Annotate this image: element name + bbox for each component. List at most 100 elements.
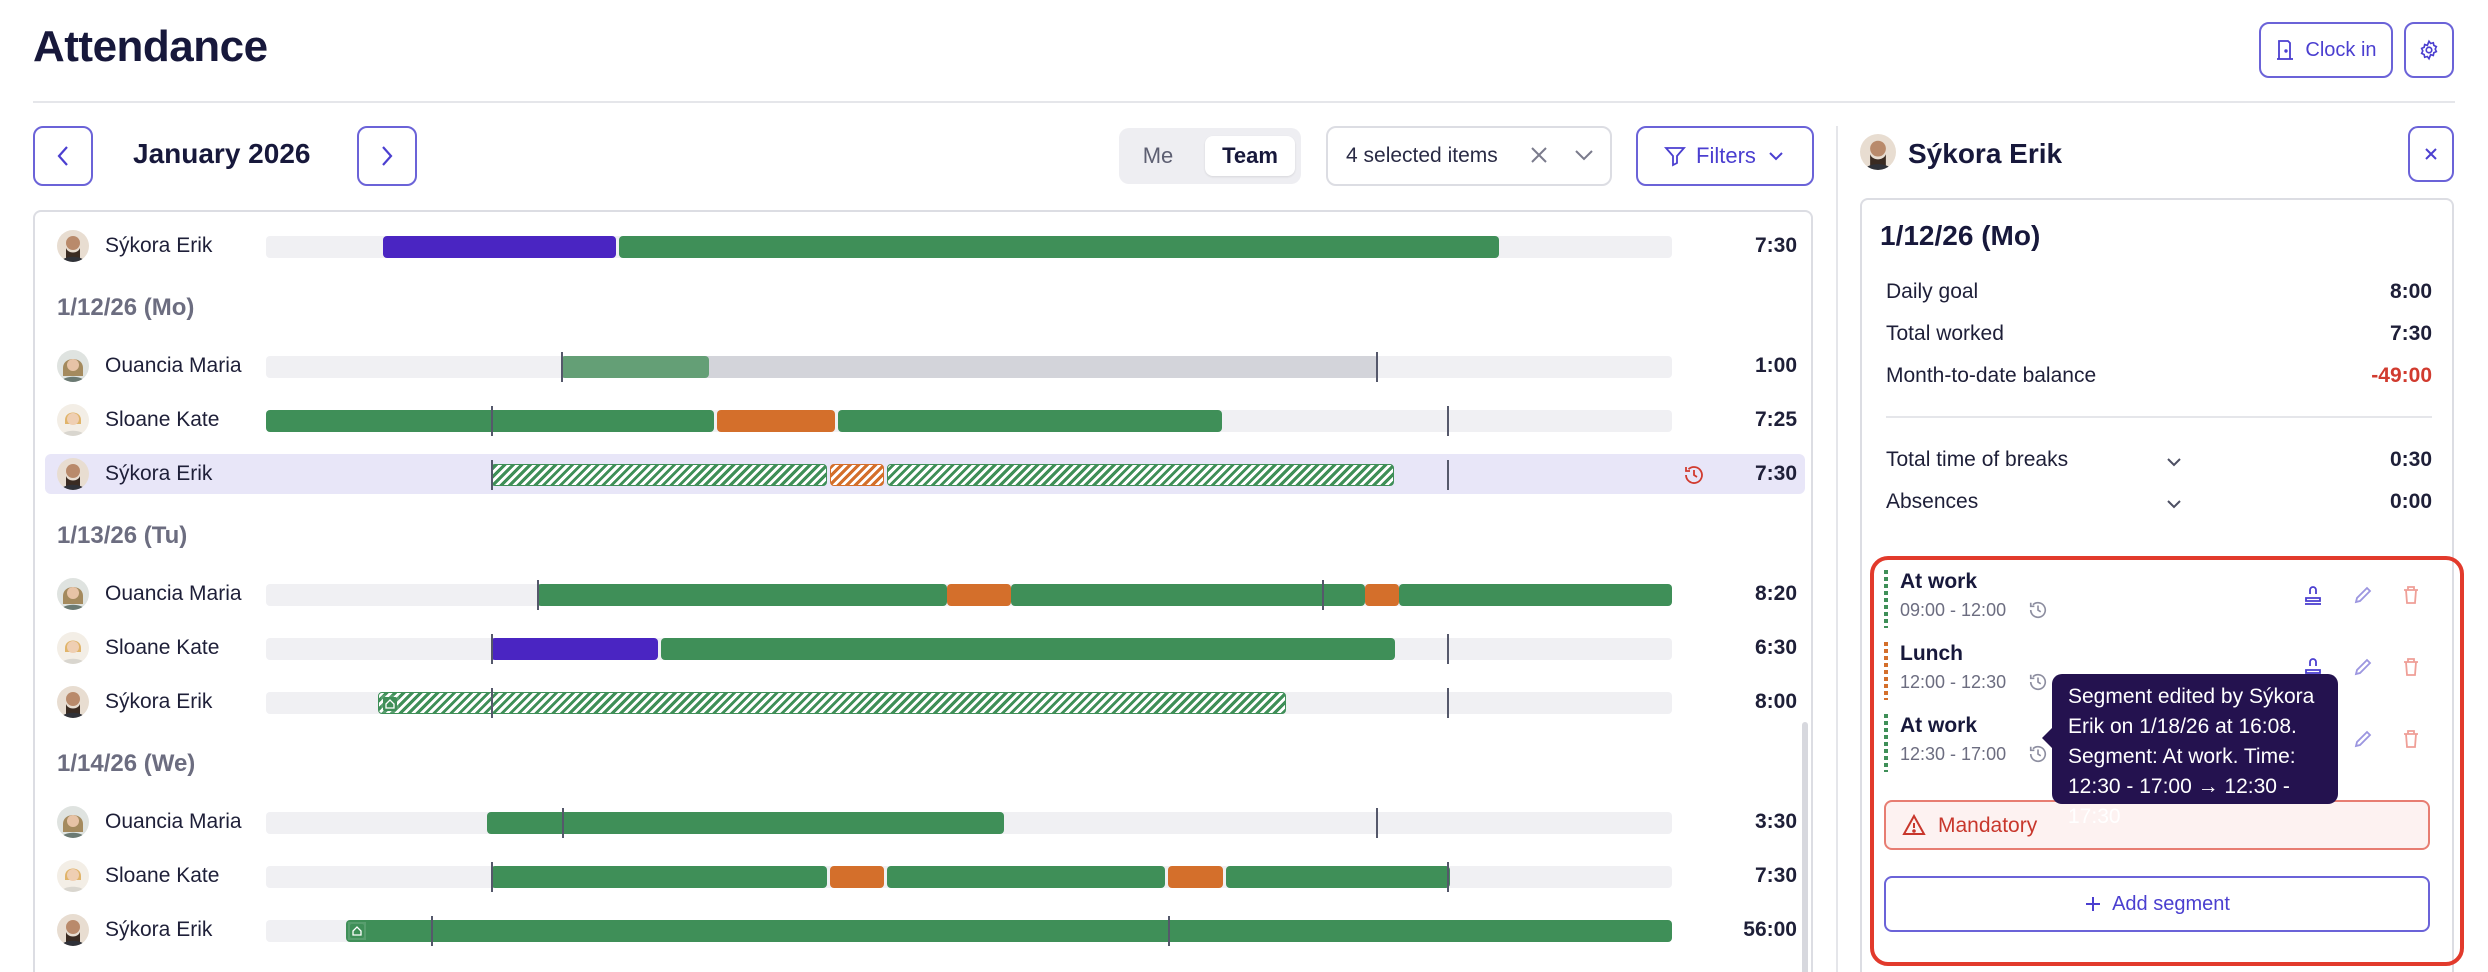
- chevron-left-icon: [57, 146, 68, 166]
- filters-button[interactable]: Filters: [1636, 126, 1814, 186]
- close-panel-button[interactable]: [2408, 126, 2454, 182]
- history-icon[interactable]: [2028, 672, 2048, 697]
- employee-name: Sloane Kate: [105, 864, 220, 887]
- segment-stripe: [1884, 570, 1888, 628]
- toggle-me[interactable]: Me: [1142, 143, 1174, 168]
- table-row[interactable]: Sloane Kate 7:30: [35, 856, 1811, 896]
- planned-segment[interactable]: [561, 356, 1378, 378]
- row-total: 6:30: [1754, 636, 1797, 659]
- tooltip-text: Segment edited by Sýkora Erik on 1/18/26…: [2068, 685, 2315, 828]
- chevron-down-icon[interactable]: [1572, 142, 1596, 173]
- shift-marker: [1447, 688, 1449, 718]
- add-segment-button[interactable]: Add segment: [1884, 876, 2430, 932]
- stat-label: Month-to-date balance: [1886, 364, 2097, 387]
- stat-absences[interactable]: Absences 0:00: [1886, 490, 2432, 520]
- home-office-segment[interactable]: [378, 692, 1286, 714]
- clear-selection-icon[interactable]: [1528, 144, 1550, 173]
- segment-item[interactable]: At work 09:00 - 12:00: [1884, 568, 2444, 628]
- work-segment[interactable]: [1226, 866, 1450, 888]
- avatar: [57, 350, 89, 382]
- edit-icon[interactable]: [2352, 728, 2374, 755]
- work-segment[interactable]: [487, 812, 1004, 834]
- detail-date: 1/12/26 (Mo): [1880, 220, 2041, 251]
- next-month-button[interactable]: [357, 126, 417, 186]
- warning-banner: Mandatory: [1884, 800, 2430, 850]
- stamp-icon[interactable]: [2302, 584, 2324, 611]
- table-row-selected[interactable]: Sýkora Erik 7:30: [35, 454, 1811, 494]
- avatar: [57, 578, 89, 610]
- chevron-down-icon[interactable]: [2164, 494, 2184, 520]
- segments-section: At work 09:00 - 12:00 Lunch 12:00 - 12:3…: [1870, 556, 2464, 966]
- delete-icon[interactable]: [2400, 728, 2422, 755]
- work-segment[interactable]: [838, 410, 1222, 432]
- toggle-team[interactable]: Team: [1205, 136, 1295, 176]
- break-segment[interactable]: [1365, 584, 1399, 606]
- history-icon[interactable]: [1683, 464, 1705, 491]
- row-total: 7:30: [1754, 462, 1797, 485]
- warning-icon: [1902, 813, 1926, 841]
- absence-segment[interactable]: [383, 236, 616, 258]
- settings-button[interactable]: [2404, 22, 2454, 78]
- edit-icon[interactable]: [2352, 584, 2374, 611]
- row-total: 56:00: [1743, 918, 1797, 941]
- break-segment[interactable]: [717, 410, 835, 432]
- delete-icon[interactable]: [2400, 656, 2422, 683]
- edit-icon[interactable]: [2352, 656, 2374, 683]
- previous-month-button[interactable]: [33, 126, 93, 186]
- break-segment[interactable]: [830, 866, 884, 888]
- work-segment[interactable]: [661, 638, 1395, 660]
- filter-icon: [1664, 147, 1687, 167]
- work-segment[interactable]: [561, 356, 709, 378]
- break-segment[interactable]: [947, 584, 1011, 606]
- table-row[interactable]: Ouancia Maria 3:30: [35, 802, 1811, 842]
- chevron-down-icon[interactable]: [2164, 452, 2184, 478]
- break-segment[interactable]: [1168, 866, 1223, 888]
- table-row[interactable]: Sýkora Erik 56:00: [35, 910, 1811, 950]
- avatar: [57, 458, 89, 490]
- segment-item[interactable]: Lunch 12:00 - 12:30: [1884, 640, 2444, 700]
- work-segment[interactable]: [266, 410, 714, 432]
- shift-marker: [561, 352, 563, 382]
- stat-label: Daily goal: [1886, 280, 1979, 303]
- shift-marker: [491, 688, 493, 718]
- edited-work-segment[interactable]: [491, 464, 827, 486]
- work-segment[interactable]: [537, 584, 947, 606]
- table-row[interactable]: Ouancia Maria 1:00: [35, 346, 1811, 386]
- table-row[interactable]: Sýkora Erik 7:30: [35, 226, 1811, 266]
- segment-time: 12:30 - 17:00: [1900, 744, 2007, 764]
- employee-select[interactable]: 4 selected items: [1326, 126, 1612, 186]
- stat-daily-goal: Daily goal 8:00: [1886, 280, 2432, 310]
- work-segment[interactable]: [491, 866, 827, 888]
- work-segment[interactable]: [1011, 584, 1365, 606]
- employee-name: Ouancia Maria: [105, 810, 242, 833]
- work-segment[interactable]: [619, 236, 1499, 258]
- shift-marker: [1376, 352, 1378, 382]
- absence-segment[interactable]: [491, 638, 658, 660]
- employee-name: Sýkora Erik: [105, 234, 213, 257]
- edited-work-segment[interactable]: [887, 464, 1394, 486]
- table-row[interactable]: Sloane Kate 7:25: [35, 400, 1811, 440]
- work-segment[interactable]: [1399, 584, 1672, 606]
- stat-balance: Month-to-date balance -49:00: [1886, 364, 2432, 394]
- history-icon[interactable]: [2028, 744, 2048, 769]
- table-row[interactable]: Sýkora Erik 8:00: [35, 682, 1811, 722]
- stat-label: Total time of breaks: [1886, 448, 2069, 471]
- stat-breaks[interactable]: Total time of breaks 0:30: [1886, 448, 2432, 478]
- edited-break-segment[interactable]: [830, 464, 884, 486]
- delete-icon[interactable]: [2400, 584, 2422, 611]
- time-track: [266, 580, 1672, 610]
- scrollbar[interactable]: [1802, 722, 1808, 972]
- home-office-segment[interactable]: [346, 920, 1672, 942]
- avatar: [57, 230, 89, 262]
- clock-in-button[interactable]: Clock in: [2259, 22, 2393, 78]
- avatar: [1860, 134, 1896, 170]
- segment-title: At work: [1900, 714, 1978, 737]
- segment-item[interactable]: At work 12:30 - 17:00: [1884, 712, 2444, 772]
- table-row[interactable]: Ouancia Maria 8:20: [35, 574, 1811, 614]
- page-header: Attendance Clock in: [0, 0, 2488, 103]
- work-segment[interactable]: [887, 866, 1165, 888]
- table-row[interactable]: Sloane Kate 6:30: [35, 628, 1811, 668]
- time-track: [266, 460, 1672, 490]
- history-icon[interactable]: [2028, 600, 2048, 625]
- stat-label: Total worked: [1886, 322, 2004, 345]
